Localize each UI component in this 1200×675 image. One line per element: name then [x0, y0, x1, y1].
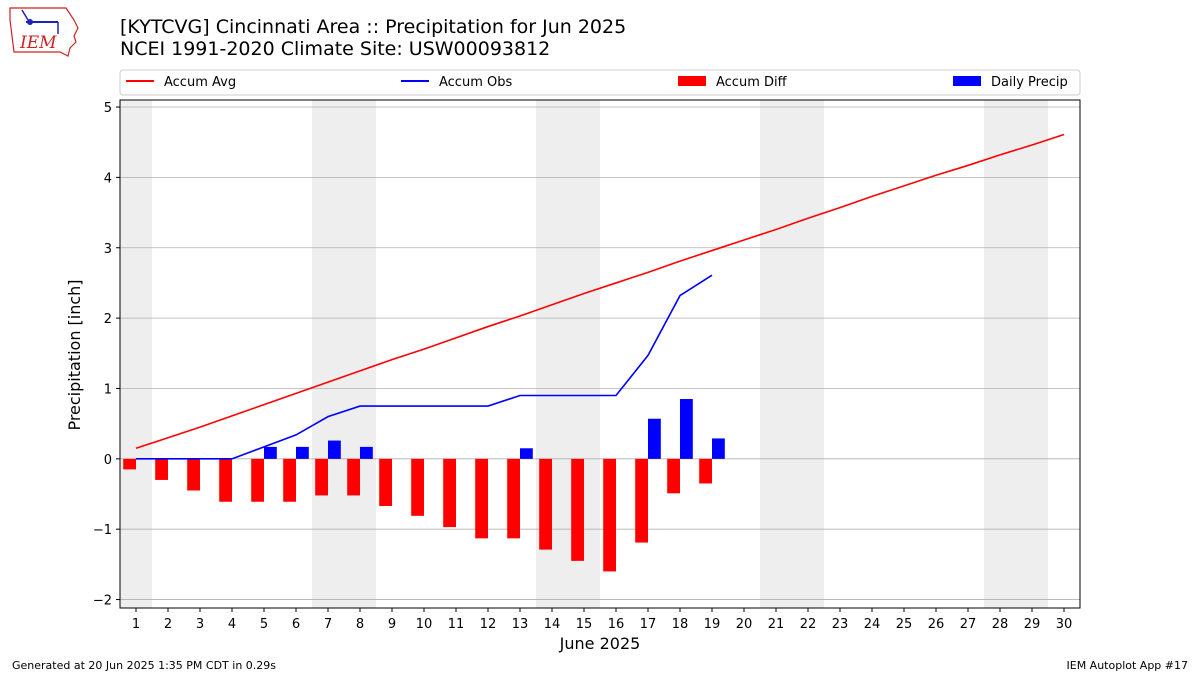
accum-diff-bar	[507, 458, 520, 539]
x-tick-label: 19	[704, 617, 721, 632]
plot-frame	[119, 99, 1081, 609]
x-tick-label: 7	[324, 617, 332, 632]
x-tick-label: 17	[640, 617, 657, 632]
accum-diff-bar	[699, 458, 712, 484]
legend-label: Daily Precip	[991, 75, 1068, 90]
grid-lines	[120, 106, 1080, 600]
x-axis: 1 2 3 4 5 6 7 8 9 10 11 12 13 14 15 16 17 18 19 20 21 22 23 24 2…	[132, 608, 1072, 632]
daily-precip-bar	[712, 438, 725, 459]
x-tick-label: 10	[416, 617, 433, 632]
accum-diff-bar	[315, 458, 328, 496]
footer-generated: Generated at 20 Jun 2025 1:35 PM CDT in …	[12, 659, 277, 672]
x-tick-label: 12	[480, 617, 497, 632]
legend-swatch-bar	[678, 76, 706, 86]
weekend-band	[120, 100, 152, 608]
y-tick-label: 1	[104, 382, 112, 397]
accum-diff-bar	[571, 458, 584, 561]
x-tick-label: 25	[896, 617, 913, 632]
x-tick-label: 5	[260, 617, 268, 632]
x-tick-label: 4	[228, 617, 236, 632]
x-tick-label: 27	[960, 617, 977, 632]
x-tick-label: 18	[672, 617, 689, 632]
y-tick-label: 0	[104, 453, 112, 468]
accum-diff-bar	[251, 458, 264, 502]
y-axis: −2 −1 0 1 2 3 4 5	[93, 101, 120, 609]
x-tick-label: 21	[768, 617, 785, 632]
daily-precip-bar	[520, 448, 533, 459]
y-tick-label: 5	[104, 101, 112, 116]
x-tick-label: 23	[832, 617, 849, 632]
y-tick-label: 3	[104, 242, 112, 257]
accum-diff-bar	[539, 458, 552, 550]
x-tick-label: 24	[864, 617, 881, 632]
chart-title: [KYTCVG] Cincinnati Area :: Precipitatio…	[120, 16, 626, 60]
legend-label: Accum Obs	[439, 75, 512, 90]
iem-logo: IEM	[8, 6, 80, 58]
daily-precip-bar	[296, 446, 309, 459]
x-axis-label: June 2025	[559, 634, 641, 653]
daily-precip-bar	[264, 446, 277, 459]
accum-diff-bar	[475, 458, 488, 539]
weekend-band	[984, 100, 1048, 608]
x-tick-label: 16	[608, 617, 625, 632]
x-tick-label: 6	[292, 617, 300, 632]
accum-diff-bar	[283, 458, 296, 502]
accum-diff-bar	[603, 458, 616, 572]
y-tick-label: 2	[104, 312, 112, 327]
x-tick-label: 1	[132, 617, 140, 632]
x-tick-label: 2	[164, 617, 172, 632]
weekend-band	[312, 100, 376, 608]
y-axis-label: Precipitation [inch]	[65, 279, 84, 430]
x-tick-label: 26	[928, 617, 945, 632]
legend: Accum Avg Accum Obs Accum Diff Daily Precip	[119, 69, 1081, 96]
x-tick-label: 13	[512, 617, 529, 632]
x-tick-label: 22	[800, 617, 817, 632]
legend-label: Accum Avg	[164, 75, 236, 90]
accum-diff-bar	[155, 458, 168, 480]
accum-diff-bar	[187, 458, 200, 491]
x-tick-label: 28	[992, 617, 1009, 632]
title-line-2: NCEI 1991-2020 Climate Site: USW00093812	[120, 38, 551, 60]
y-tick-label: −1	[93, 523, 112, 538]
x-tick-label: 14	[544, 617, 561, 632]
accum-avg-line	[135, 133, 1065, 450]
x-tick-label: 29	[1024, 617, 1041, 632]
title-line-1: [KYTCVG] Cincinnati Area :: Precipitatio…	[120, 16, 627, 38]
daily-precip-bar	[648, 418, 661, 459]
weekend-band	[760, 100, 824, 608]
x-tick-label: 8	[356, 617, 364, 632]
y-tick-label: −2	[93, 594, 112, 609]
accum-diff-bar	[411, 458, 424, 516]
daily-precip-bar	[360, 446, 373, 459]
accum-diff-bar	[123, 458, 136, 470]
accum-diff-bar	[219, 458, 232, 502]
legend-swatch-bar	[953, 76, 981, 86]
legend-label: Accum Diff	[716, 75, 788, 90]
accum-diff-bar	[667, 458, 680, 494]
daily-precip-bar	[680, 399, 693, 459]
accum-diff-bar	[347, 458, 360, 496]
accum-obs-line	[136, 274, 713, 460]
legend-box	[119, 69, 1081, 96]
daily-precip-bar	[328, 440, 341, 459]
x-tick-label: 9	[388, 617, 396, 632]
footer-app: IEM Autoplot App #17	[1066, 659, 1189, 672]
x-tick-label: 15	[576, 617, 593, 632]
x-tick-label: 20	[736, 617, 753, 632]
x-tick-label: 11	[448, 617, 465, 632]
x-tick-label: 3	[196, 617, 204, 632]
x-tick-label: 30	[1056, 617, 1073, 632]
accum-diff-bar	[443, 458, 456, 528]
accum-diff-bar	[635, 458, 648, 543]
logo-text: IEM	[19, 33, 57, 53]
lines	[135, 133, 1065, 460]
y-tick-label: 4	[104, 171, 112, 186]
bars	[123, 399, 725, 572]
accum-diff-bar	[379, 458, 392, 506]
